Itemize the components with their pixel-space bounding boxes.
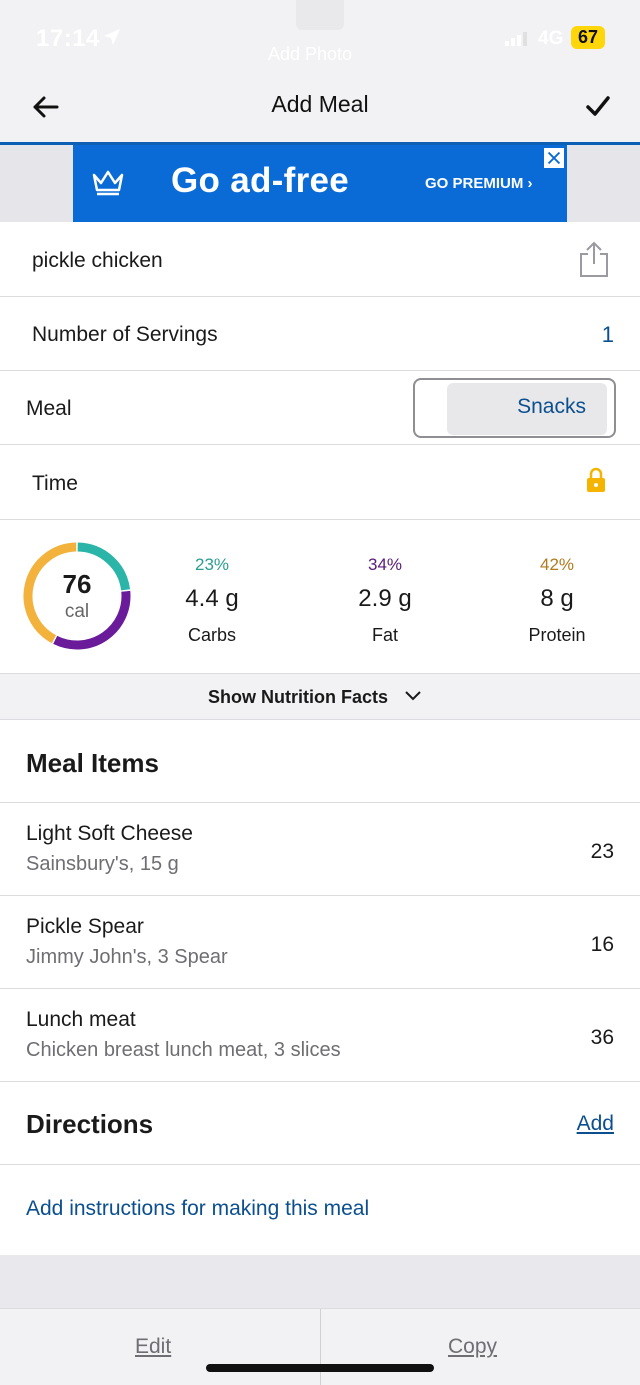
- protein-percent: 42%: [539, 555, 575, 574]
- list-item[interactable]: Pickle Spear Jimmy John's, 3 Spear 16: [0, 896, 640, 989]
- meal-label: Meal: [26, 397, 72, 420]
- directions-body: Add instructions for making this meal: [0, 1165, 640, 1255]
- meal-items-title: Meal Items: [26, 748, 159, 778]
- macro-fat: 34% 2.9 g Fat: [315, 555, 455, 646]
- page-title: Add Meal: [271, 91, 369, 117]
- list-item[interactable]: Lunch meat Chicken breast lunch meat, 3 …: [0, 989, 640, 1082]
- item-name: Lunch meat: [26, 1008, 136, 1031]
- meal-name-row[interactable]: pickle chicken: [0, 222, 640, 297]
- time-row[interactable]: Time: [0, 445, 640, 520]
- show-nutrition-facts-label[interactable]: Show Nutrition Facts: [208, 687, 388, 707]
- bottom-toolbar: Edit Copy: [0, 1308, 640, 1385]
- add-instructions-link[interactable]: Add instructions for making this meal: [26, 1197, 370, 1220]
- close-icon[interactable]: [543, 147, 565, 169]
- item-desc: Sainsbury's, 15 g: [26, 853, 179, 875]
- show-nutrition-facts[interactable]: Show Nutrition Facts: [0, 674, 640, 720]
- crown-icon: [92, 170, 124, 196]
- nav-bar: Add Meal: [0, 78, 640, 142]
- fat-label: Fat: [371, 625, 398, 645]
- meal-name[interactable]: pickle chicken: [32, 249, 163, 272]
- chevron-down-icon: [405, 691, 421, 701]
- carbs-percent: 23%: [194, 555, 230, 574]
- item-desc: Chicken breast lunch meat, 3 slices: [26, 1039, 341, 1061]
- protein-label: Protein: [528, 625, 586, 645]
- network-type: 4G: [538, 28, 564, 49]
- servings-row[interactable]: Number of Servings 1: [0, 297, 640, 371]
- time-label: Time: [32, 472, 78, 495]
- item-calories: 16: [590, 933, 614, 956]
- ad-title: Go ad-free: [171, 161, 350, 200]
- checkmark-icon[interactable]: [584, 92, 612, 120]
- ad-banner[interactable]: Go ad-free GO PREMIUM ›: [73, 145, 567, 222]
- calories-value: 76: [62, 569, 92, 599]
- lock-icon: [587, 467, 605, 492]
- protein-amount: 8 g: [540, 585, 574, 612]
- go-premium-button[interactable]: GO PREMIUM ›: [425, 175, 533, 192]
- battery-indicator: 67: [571, 26, 605, 49]
- meal-row: Meal Snacks: [0, 371, 640, 445]
- list-item[interactable]: Light Soft Cheese Sainsbury's, 15 g 23: [0, 803, 640, 896]
- copy-button[interactable]: Copy: [448, 1335, 498, 1358]
- carbs-amount: 4.4 g: [185, 585, 239, 612]
- add-photo-label: Add Photo: [268, 44, 353, 64]
- item-calories: 23: [590, 840, 614, 863]
- meal-selector[interactable]: Snacks: [413, 378, 616, 438]
- ring-segment-fat: [53, 590, 131, 650]
- fat-percent: 34%: [367, 555, 403, 574]
- macro-protein: 42% 8 g Protein: [487, 555, 627, 646]
- calories-unit: cal: [64, 601, 90, 622]
- meal-items-header: Meal Items: [0, 720, 640, 803]
- calorie-ring: 76 cal: [22, 541, 132, 651]
- meal-value[interactable]: Snacks: [517, 395, 586, 418]
- item-calories: 36: [590, 1026, 614, 1049]
- carbs-label: Carbs: [187, 625, 236, 645]
- calorie-ring-chart: [23, 542, 131, 650]
- spacer: [0, 1255, 640, 1308]
- nutrition-summary: 76 cal 23% 4.4 g Carbs 34% 2.9 g Fat 42%…: [0, 520, 640, 674]
- item-name: Light Soft Cheese: [26, 822, 193, 845]
- ring-segment-protein: [23, 542, 77, 644]
- location-arrow-icon: [104, 29, 120, 45]
- photo-placeholder: [296, 0, 344, 30]
- meal-selector-highlight: [447, 383, 607, 435]
- ring-segment-carbs: [77, 542, 131, 591]
- status-bar: Add Photo 17:14 4G 67: [0, 0, 640, 78]
- status-time: 17:14: [36, 25, 100, 52]
- nav-divider: [0, 142, 640, 145]
- directions-header: Directions Add: [0, 1082, 640, 1165]
- item-name: Pickle Spear: [26, 915, 144, 938]
- toolbar-divider: [320, 1309, 321, 1385]
- servings-label: Number of Servings: [32, 323, 218, 346]
- back-arrow-icon[interactable]: [30, 92, 60, 122]
- macro-carbs: 23% 4.4 g Carbs: [142, 555, 282, 646]
- signal-icon: [505, 32, 527, 46]
- directions-title: Directions: [26, 1109, 154, 1139]
- item-desc: Jimmy John's, 3 Spear: [26, 946, 228, 968]
- fat-amount: 2.9 g: [358, 585, 412, 612]
- ad-strip: Go ad-free GO PREMIUM ›: [0, 145, 640, 222]
- edit-button[interactable]: Edit: [135, 1335, 172, 1358]
- add-directions-button[interactable]: Add: [576, 1112, 614, 1135]
- share-icon[interactable]: [578, 240, 610, 278]
- servings-value[interactable]: 1: [601, 322, 614, 347]
- home-indicator: [206, 1364, 434, 1372]
